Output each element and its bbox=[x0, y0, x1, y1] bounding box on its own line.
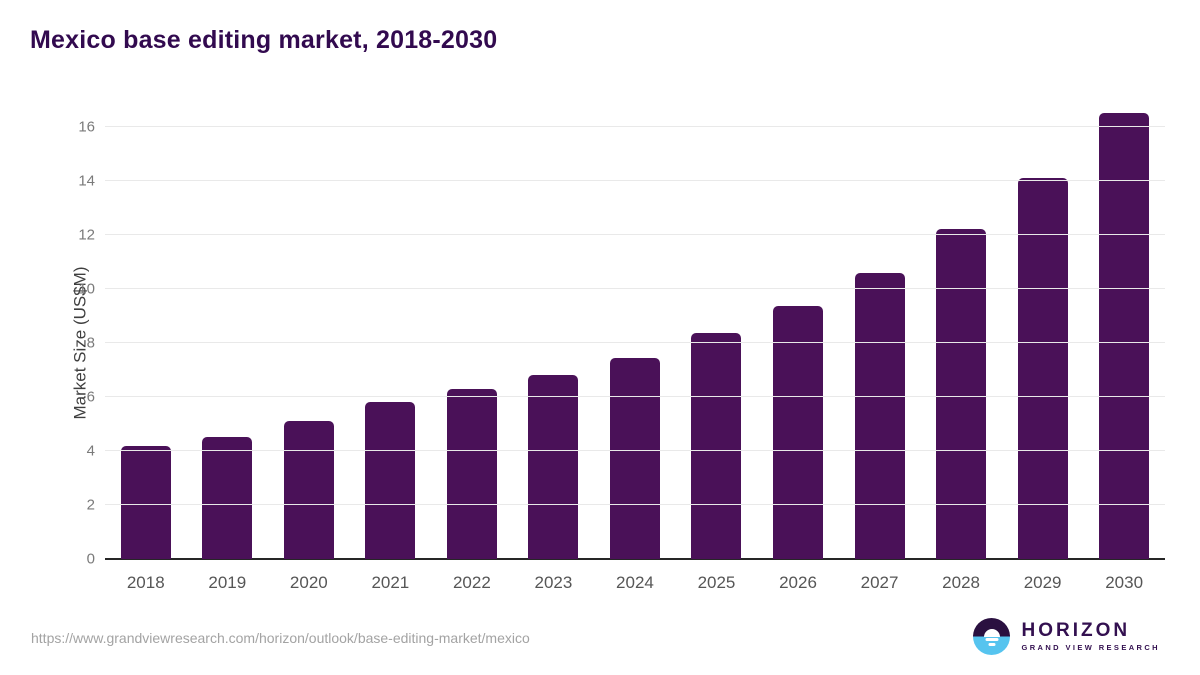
bar-slot-2027: 2027 bbox=[839, 105, 921, 592]
gridline-y-8 bbox=[105, 341, 1165, 343]
gridline-y-6 bbox=[105, 395, 1165, 397]
bar-2025[interactable] bbox=[691, 333, 742, 559]
bar-slot-2030: 2030 bbox=[1083, 105, 1165, 592]
logo-text: HORIZON GRAND VIEW RESEARCH bbox=[1021, 621, 1160, 652]
bar-2022[interactable] bbox=[446, 388, 497, 559]
bar-2024[interactable] bbox=[609, 357, 660, 559]
gridline-y-14 bbox=[105, 179, 1165, 181]
bar-2030[interactable] bbox=[1099, 113, 1150, 559]
bar-slot-2021: 2021 bbox=[350, 105, 432, 592]
gridline-y-2 bbox=[105, 503, 1165, 505]
gridline-y-16 bbox=[105, 125, 1165, 127]
x-tick-label-2026: 2026 bbox=[779, 573, 817, 592]
bar-2027[interactable] bbox=[854, 272, 905, 559]
gridline-y-12 bbox=[105, 233, 1165, 235]
sun-shape bbox=[983, 628, 1000, 637]
x-tick-label-2028: 2028 bbox=[942, 573, 980, 592]
y-tick-label-14: 14 bbox=[78, 172, 95, 190]
logo-brand-name: HORIZON bbox=[1021, 620, 1131, 642]
x-tick-label-2027: 2027 bbox=[860, 573, 899, 592]
x-tick-label-2021: 2021 bbox=[371, 573, 410, 592]
bar-slots: 2018 2019 2020 2021 2022 2023 2024 2025 2026 2027… bbox=[105, 105, 1165, 592]
bar-2020[interactable] bbox=[283, 421, 334, 559]
x-tick-label-2023: 2023 bbox=[534, 573, 573, 592]
bar-2028[interactable] bbox=[936, 229, 987, 559]
bar-slot-2025: 2025 bbox=[676, 105, 758, 592]
bar-slot-2024: 2024 bbox=[594, 105, 676, 592]
gridline-y-4 bbox=[105, 449, 1165, 451]
x-tick-label-2018: 2018 bbox=[126, 573, 165, 592]
bar-slot-2026: 2026 bbox=[757, 105, 839, 592]
bar-2026[interactable] bbox=[773, 306, 824, 559]
x-tick-label-2022: 2022 bbox=[452, 573, 491, 592]
horizon-sunrise-icon bbox=[973, 618, 1011, 655]
bar-slot-2022: 2022 bbox=[431, 105, 513, 592]
logo-tagline: GRAND VIEW RESEARCH bbox=[1021, 642, 1160, 652]
bar-slot-2029: 2029 bbox=[1002, 105, 1084, 592]
bar-2029[interactable] bbox=[1017, 177, 1068, 559]
x-tick-label-2019: 2019 bbox=[208, 573, 247, 592]
gridline-y-10 bbox=[105, 287, 1165, 289]
x-tick-label-2020: 2020 bbox=[289, 573, 328, 592]
y-tick-label-10: 10 bbox=[78, 280, 95, 298]
x-tick-label-2029: 2029 bbox=[1023, 573, 1062, 592]
bar-2019[interactable] bbox=[202, 437, 253, 559]
bar-slot-2023: 2023 bbox=[513, 105, 595, 592]
brand-logo: HORIZON GRAND VIEW RESEARCH bbox=[973, 618, 1160, 655]
source-url: https://www.grandviewresearch.com/horizo… bbox=[31, 630, 530, 646]
x-tick-label-2025: 2025 bbox=[697, 573, 736, 592]
bar-2023[interactable] bbox=[528, 375, 579, 559]
y-tick-label-6: 6 bbox=[86, 388, 95, 406]
bar-2018[interactable] bbox=[120, 445, 171, 559]
bar-2021[interactable] bbox=[365, 402, 416, 559]
y-tick-label-8: 8 bbox=[86, 334, 95, 352]
reflection-line bbox=[988, 643, 996, 646]
x-tick-label-2030: 2030 bbox=[1105, 573, 1144, 592]
x-axis-line bbox=[105, 558, 1165, 560]
y-tick-label-16: 16 bbox=[78, 118, 95, 136]
y-tick-label-0: 0 bbox=[86, 550, 95, 568]
y-tick-label-2: 2 bbox=[86, 496, 95, 514]
y-tick-label-4: 4 bbox=[86, 442, 95, 460]
bar-slot-2028: 2028 bbox=[920, 105, 1002, 592]
bar-slot-2018: 2018 bbox=[105, 105, 187, 592]
bar-slot-2019: 2019 bbox=[187, 105, 269, 592]
y-tick-label-12: 12 bbox=[78, 226, 95, 244]
reflection-line bbox=[985, 638, 999, 641]
chart-title: Mexico base editing market, 2018-2030 bbox=[30, 26, 498, 54]
bar-slot-2020: 2020 bbox=[268, 105, 350, 592]
plot-area: 2018 2019 2020 2021 2022 2023 2024 2025 2026 2027… bbox=[78, 105, 1165, 592]
x-tick-label-2024: 2024 bbox=[616, 573, 654, 592]
